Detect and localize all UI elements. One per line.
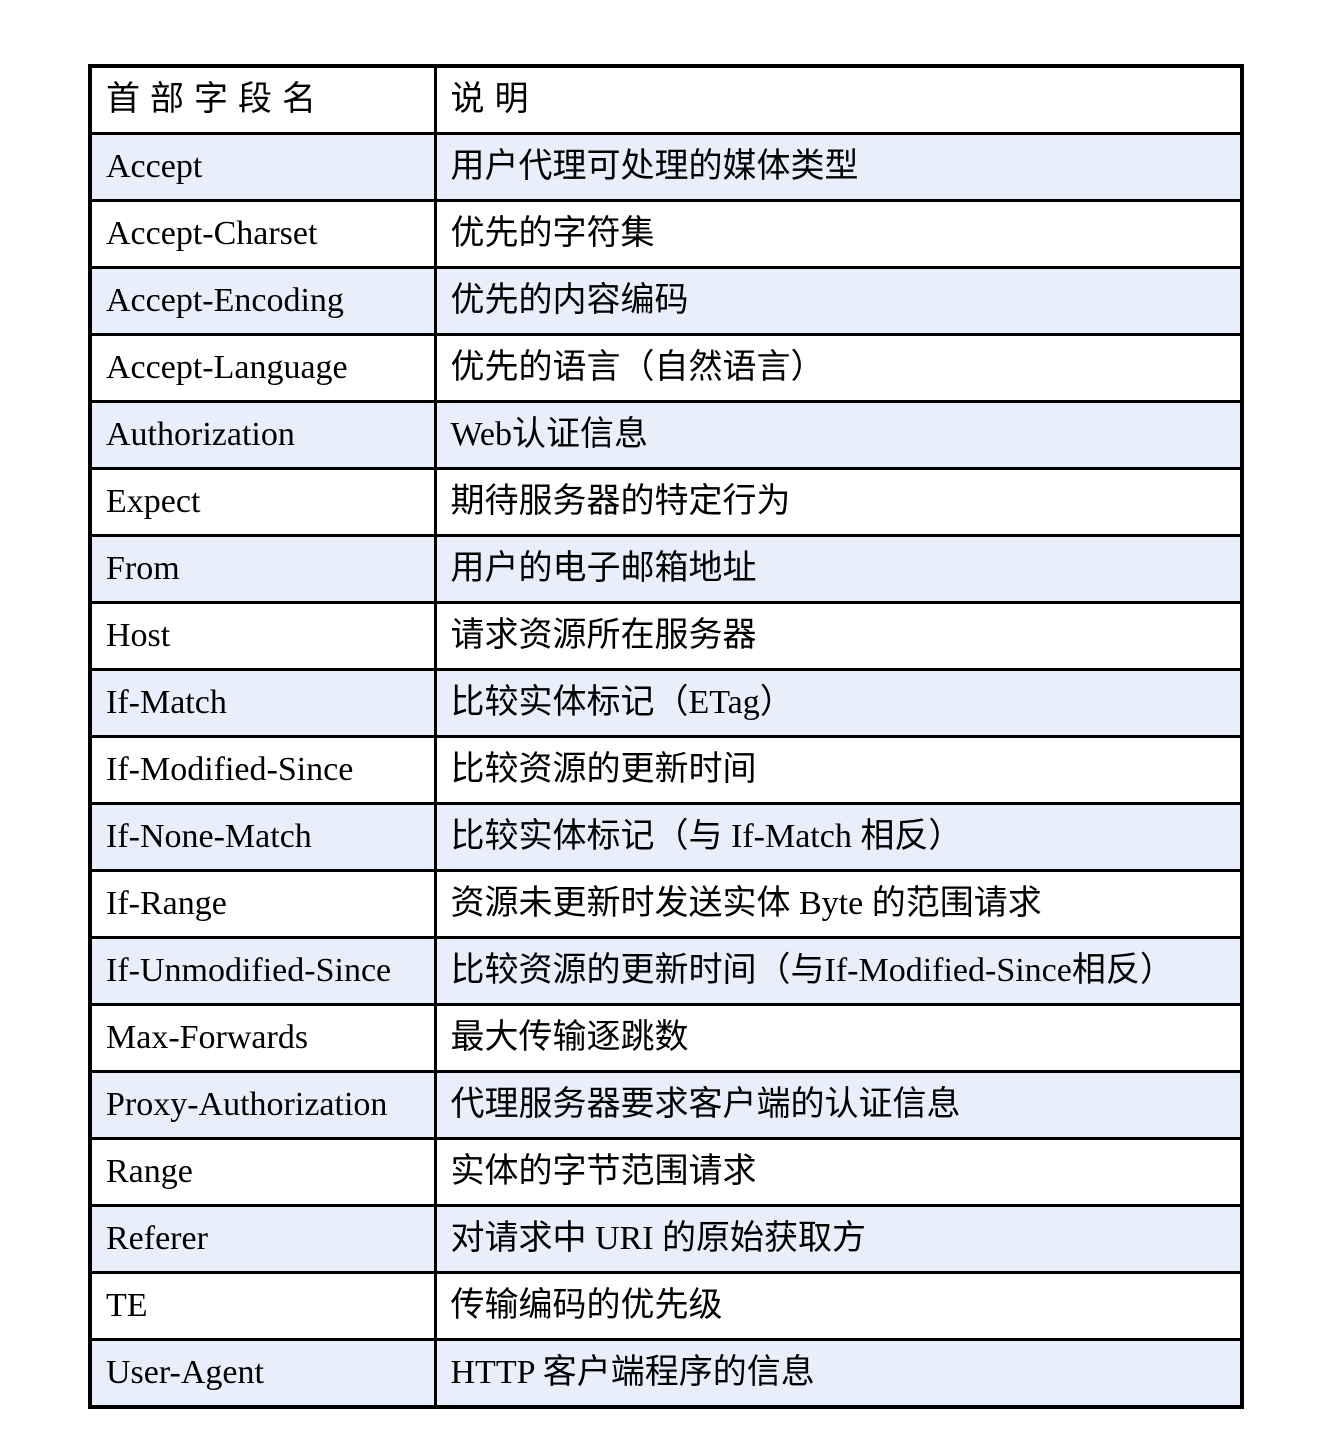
field-cell: Accept-Language (88, 333, 437, 403)
description-cell: Web认证信息 (433, 400, 1244, 470)
table-row: From 用户的电子邮箱地址 (88, 534, 1244, 604)
description-cell: 最大传输逐跳数 (433, 1003, 1244, 1073)
description-cell: 实体的字节范围请求 (433, 1137, 1244, 1207)
field-cell: Expect (88, 467, 437, 537)
description-cell: 请求资源所在服务器 (433, 601, 1244, 671)
description-cell: 比较实体标记（与 If-Match 相反） (433, 802, 1244, 872)
description-cell: 用户的电子邮箱地址 (433, 534, 1244, 604)
table-row: If-None-Match 比较实体标记（与 If-Match 相反） (88, 802, 1244, 872)
column-header-description: 说明 (433, 64, 1244, 135)
table-row: Accept-Encoding 优先的内容编码 (88, 266, 1244, 336)
field-cell: Range (88, 1137, 437, 1207)
table-header: 首部字段名 说明 (88, 64, 1244, 135)
table-row: Referer 对请求中 URI 的原始获取方 (88, 1204, 1244, 1274)
field-cell: If-None-Match (88, 802, 437, 872)
description-cell: 优先的字符集 (433, 199, 1244, 269)
table-row: Max-Forwards 最大传输逐跳数 (88, 1003, 1244, 1073)
table-row: Accept-Charset 优先的字符集 (88, 199, 1244, 269)
field-cell: Max-Forwards (88, 1003, 437, 1073)
column-header-field-name: 首部字段名 (88, 64, 437, 135)
header-row: 首部字段名 说明 (88, 64, 1244, 135)
table-row: If-Match 比较实体标记（ETag） (88, 668, 1244, 738)
field-cell: Referer (88, 1204, 437, 1274)
field-cell: TE (88, 1271, 437, 1341)
field-cell: If-Modified-Since (88, 735, 437, 805)
table-row: If-Modified-Since 比较资源的更新时间 (88, 735, 1244, 805)
table-row: If-Unmodified-Since 比较资源的更新时间（与If-Modifi… (88, 936, 1244, 1006)
table-row: Range 实体的字节范围请求 (88, 1137, 1244, 1207)
description-cell: 传输编码的优先级 (433, 1271, 1244, 1341)
field-cell: Authorization (88, 400, 437, 470)
table-row: Accept-Language 优先的语言（自然语言） (88, 333, 1244, 403)
description-cell: 代理服务器要求客户端的认证信息 (433, 1070, 1244, 1140)
http-request-header-table-container: 首部字段名 说明 Accept 用户代理可处理的媒体类型 Accept-Char… (88, 64, 1244, 1409)
table-row: Authorization Web认证信息 (88, 400, 1244, 470)
field-cell: Host (88, 601, 437, 671)
description-cell: 比较实体标记（ETag） (433, 668, 1244, 738)
description-cell: HTTP 客户端程序的信息 (433, 1338, 1244, 1409)
description-cell: 期待服务器的特定行为 (433, 467, 1244, 537)
description-cell: 对请求中 URI 的原始获取方 (433, 1204, 1244, 1274)
description-cell: 资源未更新时发送实体 Byte 的范围请求 (433, 869, 1244, 939)
table-body: Accept 用户代理可处理的媒体类型 Accept-Charset 优先的字符… (88, 132, 1244, 1409)
table-row: If-Range 资源未更新时发送实体 Byte 的范围请求 (88, 869, 1244, 939)
http-request-headers-table: 首部字段名 说明 Accept 用户代理可处理的媒体类型 Accept-Char… (88, 64, 1244, 1409)
description-cell: 优先的内容编码 (433, 266, 1244, 336)
field-cell: If-Range (88, 869, 437, 939)
field-cell: Proxy-Authorization (88, 1070, 437, 1140)
table-row: Accept 用户代理可处理的媒体类型 (88, 132, 1244, 202)
table-row: TE 传输编码的优先级 (88, 1271, 1244, 1341)
field-cell: From (88, 534, 437, 604)
field-cell: Accept (88, 132, 437, 202)
table-row: Expect 期待服务器的特定行为 (88, 467, 1244, 537)
description-cell: 优先的语言（自然语言） (433, 333, 1244, 403)
field-cell: Accept-Encoding (88, 266, 437, 336)
field-cell: Accept-Charset (88, 199, 437, 269)
field-cell: If-Unmodified-Since (88, 936, 437, 1006)
table-row: Proxy-Authorization 代理服务器要求客户端的认证信息 (88, 1070, 1244, 1140)
description-cell: 比较资源的更新时间（与If-Modified-Since相反） (433, 936, 1244, 1006)
description-cell: 用户代理可处理的媒体类型 (433, 132, 1244, 202)
field-cell: If-Match (88, 668, 437, 738)
table-row: Host 请求资源所在服务器 (88, 601, 1244, 671)
table-row: User-Agent HTTP 客户端程序的信息 (88, 1338, 1244, 1409)
description-cell: 比较资源的更新时间 (433, 735, 1244, 805)
field-cell: User-Agent (88, 1338, 437, 1409)
